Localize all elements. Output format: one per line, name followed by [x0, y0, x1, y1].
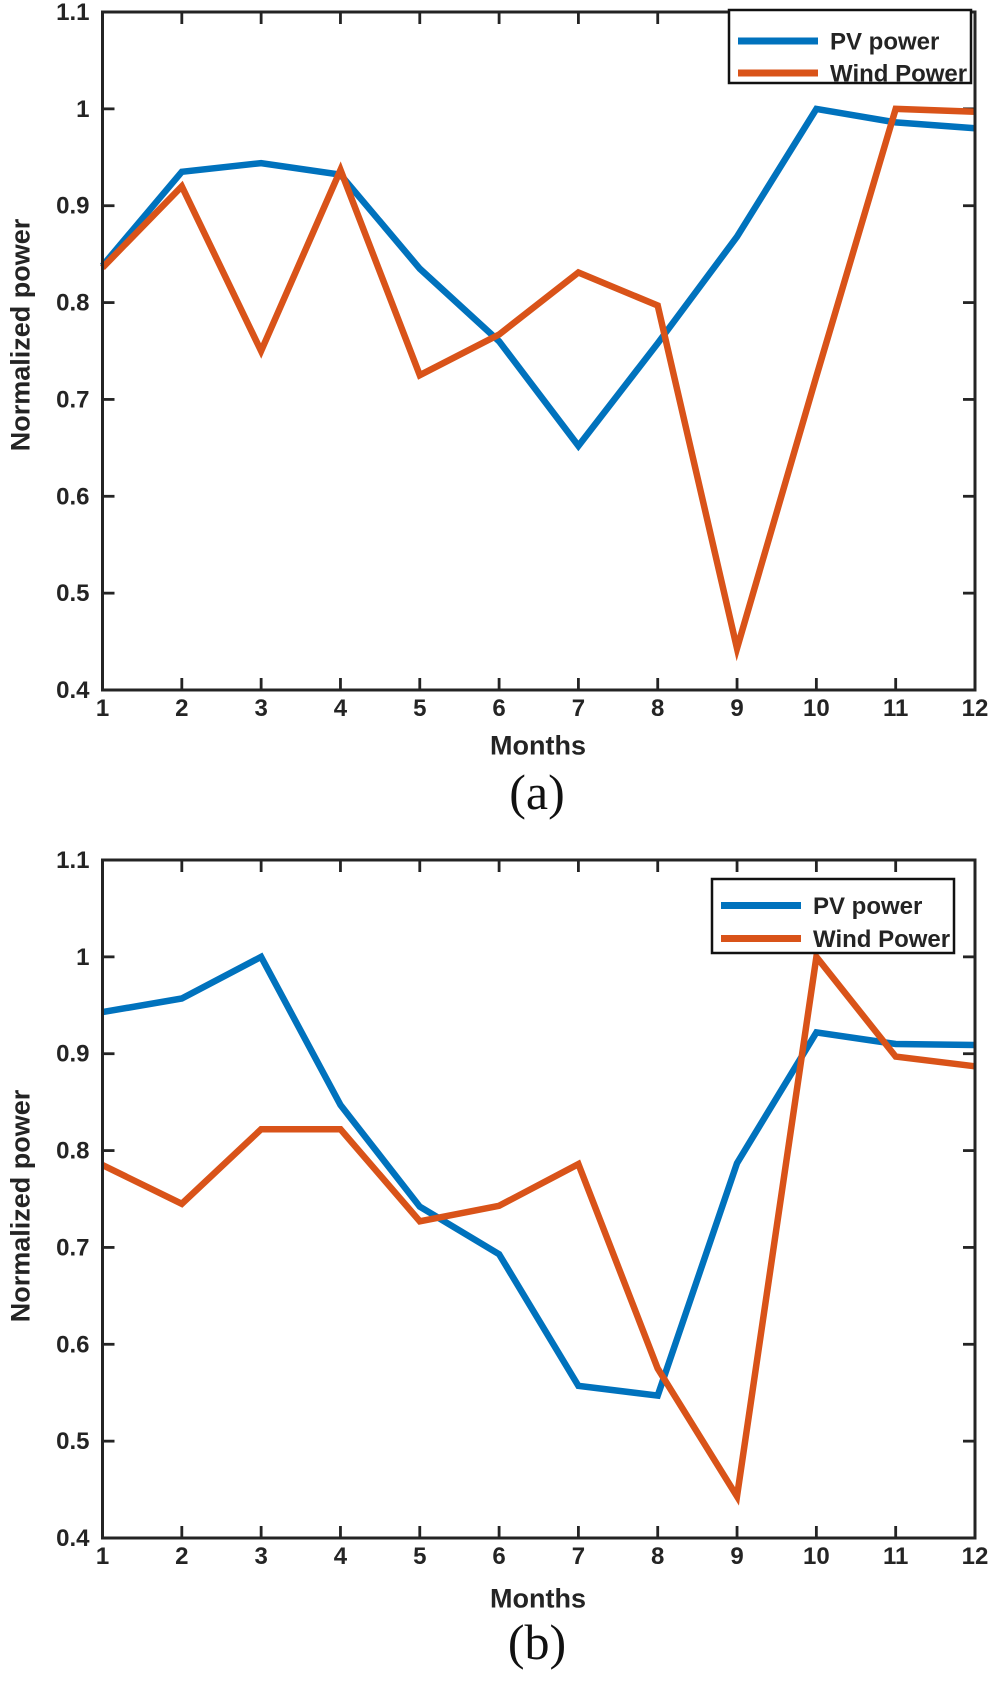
y-tick-label: 1 — [76, 96, 89, 123]
axis-ticks-b — [101, 858, 977, 1540]
x-tick-label: 5 — [413, 695, 426, 722]
y-tick-label: 0.4 — [56, 677, 90, 704]
x-tick-label: 9 — [730, 695, 743, 722]
series-line-pv-power-b — [101, 952, 976, 1400]
x-tick-label: 4 — [334, 695, 348, 722]
figure-caption-a: (a) — [509, 764, 565, 820]
y-tick-label: 0.6 — [56, 483, 89, 510]
x-tick-label: 7 — [572, 1543, 585, 1570]
x-tick-label: 4 — [334, 1543, 348, 1570]
y-tick-label: 0.4 — [56, 1525, 90, 1552]
y-tick-label: 1.1 — [56, 847, 89, 874]
x-tick-label: 2 — [175, 1543, 188, 1570]
y-tick-label: 0.7 — [56, 1234, 89, 1261]
y-tick-label: 1.1 — [56, 0, 89, 26]
x-tick-labels-a: 1 2 3 4 5 6 7 8 9 10 11 12 — [96, 695, 989, 722]
y-tick-label: 0.5 — [56, 580, 89, 607]
x-tick-label: 5 — [413, 1543, 426, 1570]
x-tick-labels-b: 1 2 3 4 5 6 7 8 9 10 11 12 — [96, 1543, 989, 1570]
x-axis-label-a: Months — [490, 730, 586, 761]
legend-b: PV power Wind Power — [710, 877, 956, 955]
x-tick-label: 6 — [492, 695, 505, 722]
y-tick-label: 0.8 — [56, 290, 89, 317]
series-line-wind-power-b — [101, 949, 976, 1506]
x-axis-label-b: Months — [490, 1583, 586, 1614]
x-tick-label: 3 — [254, 695, 267, 722]
x-tick-label: 1 — [96, 695, 109, 722]
y-tick-label: 0.5 — [56, 1428, 89, 1455]
chart-panel-b: 1 2 3 4 5 6 7 8 9 10 11 120.40.50.60.70.80.911.1PV … — [56, 847, 988, 1570]
x-tick-label: 10 — [803, 1543, 830, 1570]
series-line-pv-power-a — [100, 105, 976, 452]
legend-label-wind-power-a: Wind Power — [830, 61, 967, 88]
x-tick-label: 11 — [883, 1543, 908, 1570]
legend-label-pv-power-b: PV power — [813, 893, 922, 920]
plot-frame-b — [101, 858, 977, 1540]
legend-a: PV power Wind Power — [727, 8, 973, 88]
y-tick-label: 0.6 — [56, 1331, 89, 1358]
x-tick-label: 3 — [254, 1543, 267, 1570]
figure-caption-b: (b) — [507, 1614, 567, 1670]
y-axis-label-b: Normalized power — [5, 1089, 36, 1323]
y-tick-label: 0.7 — [56, 386, 89, 413]
x-tick-label: 9 — [730, 1543, 743, 1570]
x-tick-label: 11 — [883, 695, 908, 722]
x-tick-label: 7 — [572, 695, 585, 722]
y-tick-labels-b: 0.4 0.5 0.6 0.7 0.8 0.9 1 1.1 — [56, 847, 90, 1552]
x-tick-label: 2 — [175, 695, 188, 722]
legend-label-pv-power-a: PV power — [830, 29, 939, 56]
y-tick-label: 0.8 — [56, 1138, 89, 1165]
y-tick-labels-a: 0.4 0.5 0.6 0.7 0.8 0.9 1 1.1 — [56, 0, 90, 704]
plot-frame-a — [101, 10, 977, 692]
x-tick-label: 6 — [492, 1543, 505, 1570]
legend-label-wind-power-b: Wind Power — [813, 926, 950, 953]
x-tick-label: 12 — [962, 1543, 989, 1570]
x-tick-label: 1 — [96, 1543, 109, 1570]
series-line-wind-power-a — [100, 105, 976, 662]
y-axis-label-a: Normalized power — [5, 218, 36, 452]
y-tick-label: 0.9 — [56, 193, 89, 220]
x-tick-label: 10 — [803, 695, 830, 722]
x-tick-label: 8 — [651, 695, 664, 722]
chart-panel-a: 1 2 3 4 5 6 7 8 9 10 11 120.40.50.60.70.80.911.1PV … — [56, 0, 988, 722]
x-tick-label: 12 — [962, 695, 989, 722]
x-tick-label: 8 — [651, 1543, 664, 1570]
y-tick-label: 1 — [76, 944, 89, 971]
y-tick-label: 0.9 — [56, 1041, 89, 1068]
